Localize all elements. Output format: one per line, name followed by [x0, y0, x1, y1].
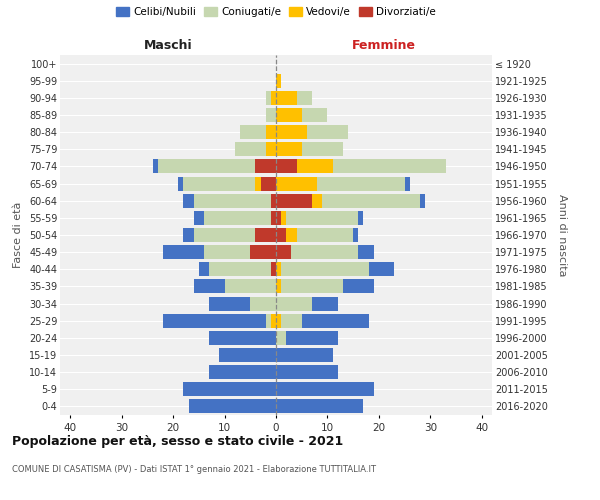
Bar [266, 125, 276, 139]
Bar [184, 382, 276, 396]
Bar [404, 176, 410, 190]
Bar [281, 314, 302, 328]
Bar [296, 91, 312, 105]
Bar [302, 142, 343, 156]
Bar [209, 262, 271, 276]
Bar [276, 280, 281, 293]
Bar [286, 211, 358, 225]
Bar [322, 194, 420, 207]
Text: Femmine: Femmine [352, 38, 416, 52]
Bar [368, 262, 394, 276]
Bar [256, 160, 276, 173]
Bar [281, 262, 368, 276]
Bar [260, 176, 276, 190]
Bar [276, 142, 302, 156]
Text: COMUNE DI CASATISMA (PV) - Dati ISTAT 1° gennaio 2021 - Elaborazione TUTTITALIA.: COMUNE DI CASATISMA (PV) - Dati ISTAT 1°… [12, 465, 376, 474]
Bar [271, 314, 276, 328]
Bar [188, 400, 276, 413]
Bar [220, 348, 276, 362]
Bar [256, 176, 260, 190]
Bar [332, 160, 446, 173]
Bar [209, 296, 250, 310]
Bar [312, 296, 338, 310]
Bar [266, 142, 276, 156]
Bar [292, 245, 358, 259]
Bar [184, 176, 256, 190]
Bar [276, 382, 374, 396]
Bar [276, 365, 338, 379]
Bar [276, 74, 281, 88]
Bar [271, 91, 276, 105]
Bar [266, 108, 276, 122]
Bar [199, 262, 209, 276]
Bar [256, 228, 276, 242]
Bar [276, 348, 332, 362]
Bar [281, 280, 343, 293]
Bar [178, 176, 184, 190]
Bar [302, 314, 368, 328]
Bar [296, 228, 353, 242]
Bar [152, 160, 158, 173]
Bar [358, 245, 374, 259]
Bar [317, 176, 404, 190]
Bar [158, 160, 256, 173]
Bar [163, 245, 204, 259]
Bar [266, 314, 271, 328]
Bar [296, 160, 332, 173]
Bar [358, 211, 364, 225]
Y-axis label: Fasce di età: Fasce di età [13, 202, 23, 268]
Bar [194, 280, 224, 293]
Bar [353, 228, 358, 242]
Bar [235, 142, 266, 156]
Bar [276, 400, 364, 413]
Y-axis label: Anni di nascita: Anni di nascita [557, 194, 567, 276]
Bar [194, 194, 271, 207]
Bar [281, 211, 286, 225]
Bar [194, 228, 256, 242]
Bar [343, 280, 374, 293]
Bar [224, 280, 276, 293]
Bar [276, 176, 317, 190]
Bar [276, 331, 286, 345]
Bar [184, 194, 194, 207]
Bar [194, 211, 204, 225]
Bar [276, 211, 281, 225]
Bar [420, 194, 425, 207]
Bar [271, 262, 276, 276]
Bar [240, 125, 266, 139]
Bar [276, 125, 307, 139]
Bar [271, 211, 276, 225]
Bar [276, 262, 281, 276]
Text: Maschi: Maschi [143, 38, 193, 52]
Text: Popolazione per età, sesso e stato civile - 2021: Popolazione per età, sesso e stato civil… [12, 435, 343, 448]
Bar [163, 314, 266, 328]
Bar [204, 245, 250, 259]
Bar [266, 91, 271, 105]
Bar [184, 228, 194, 242]
Bar [271, 194, 276, 207]
Bar [209, 365, 276, 379]
Bar [250, 245, 276, 259]
Bar [286, 331, 338, 345]
Bar [286, 228, 296, 242]
Bar [276, 160, 296, 173]
Bar [209, 331, 276, 345]
Bar [276, 314, 281, 328]
Bar [276, 91, 296, 105]
Legend: Celibi/Nubili, Coniugati/e, Vedovi/e, Divorziati/e: Celibi/Nubili, Coniugati/e, Vedovi/e, Di… [112, 2, 440, 21]
Bar [307, 125, 348, 139]
Bar [276, 296, 312, 310]
Bar [312, 194, 322, 207]
Bar [302, 108, 328, 122]
Bar [276, 194, 312, 207]
Bar [276, 108, 302, 122]
Bar [250, 296, 276, 310]
Bar [276, 245, 292, 259]
Bar [276, 228, 286, 242]
Bar [204, 211, 271, 225]
